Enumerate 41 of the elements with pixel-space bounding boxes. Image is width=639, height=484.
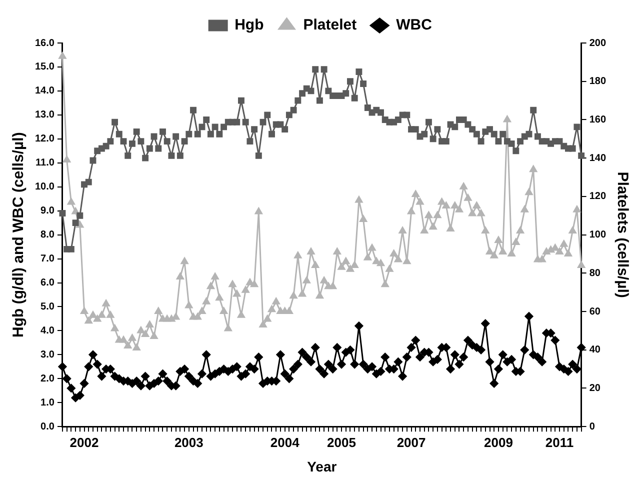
y-tick-label: 8.0 bbox=[40, 230, 55, 241]
y-tick-label: 14.0 bbox=[34, 86, 55, 97]
y2-axis-title: Platelets (cells/µl) bbox=[614, 172, 631, 298]
y-axis-title: Hgb (g/dl) and WBC (cells/µl) bbox=[10, 132, 28, 338]
y-tick-label: 12.0 bbox=[34, 134, 55, 145]
y-tick-label: 5.0 bbox=[40, 301, 55, 312]
y2-tick-label: 60 bbox=[589, 306, 601, 318]
x-tick-label: 2002 bbox=[70, 434, 99, 450]
x-tick-label: 2011 bbox=[545, 434, 574, 450]
y-tick-label: 1.0 bbox=[40, 397, 55, 408]
legend-label: WBC bbox=[396, 16, 432, 34]
y-tick-label: 11.0 bbox=[36, 158, 55, 169]
y2-tick-label: 100 bbox=[589, 230, 606, 241]
y2-tick-label: 0 bbox=[589, 421, 596, 432]
y2-tick-label: 140 bbox=[589, 152, 606, 164]
x-tick-label: 2004 bbox=[270, 434, 300, 450]
y-tick-label: 7.0 bbox=[40, 254, 55, 265]
y2-tick-label: 80 bbox=[589, 268, 601, 279]
y-tick-label: 4.0 bbox=[40, 325, 55, 336]
y2-tick-label: 200 bbox=[589, 38, 606, 49]
x-tick-label: 2009 bbox=[484, 434, 513, 450]
y-tick-label: 9.0 bbox=[40, 206, 55, 217]
y-tick-label: 15.0 bbox=[34, 62, 55, 73]
x-axis-title: Year bbox=[307, 458, 338, 474]
y-tick-label: 2.0 bbox=[40, 373, 55, 384]
legend-label: Platelet bbox=[303, 16, 357, 34]
x-tick-label: 2007 bbox=[396, 434, 426, 450]
y2-tick-label: 120 bbox=[589, 191, 606, 202]
y-tick-label: 3.0 bbox=[40, 349, 55, 360]
y-tick-label: 16.0 bbox=[34, 38, 55, 49]
legend-label: Hgb bbox=[234, 16, 264, 34]
y-tick-label: 0.0 bbox=[40, 421, 55, 432]
x-tick-label: 2003 bbox=[174, 434, 204, 450]
y2-tick-label: 160 bbox=[589, 114, 606, 126]
y2-tick-label: 180 bbox=[589, 76, 606, 88]
y-tick-label: 13.0 bbox=[34, 110, 55, 121]
y-tick-label: 6.0 bbox=[40, 278, 55, 288]
y-tick-label: 10.0 bbox=[34, 182, 55, 193]
y2-tick-label: 20 bbox=[589, 382, 601, 394]
y2-tick-label: 40 bbox=[589, 344, 601, 356]
x-tick-label: 2005 bbox=[327, 434, 356, 450]
